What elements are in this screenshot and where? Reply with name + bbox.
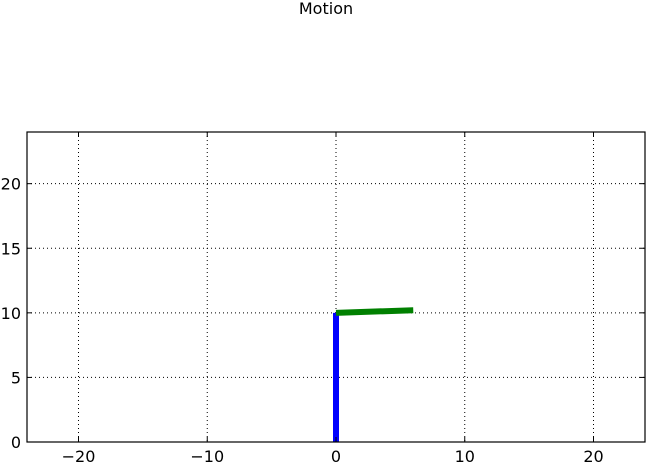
- x-tick-label-4: 20: [583, 447, 603, 466]
- y-axis-ticks: 0 5 10 15 20: [1, 175, 645, 452]
- series-line-1: [335, 307, 414, 316]
- x-tick-label-0: −20: [62, 447, 96, 466]
- y-tick-label-1: 5: [11, 368, 21, 387]
- chart-title: Motion: [299, 0, 353, 18]
- y-tick-label-4: 20: [1, 175, 21, 194]
- x-tick-label-1: −10: [190, 447, 224, 466]
- y-tick-label-3: 15: [1, 239, 21, 258]
- x-tick-label-2: 0: [331, 447, 341, 466]
- y-tick-label-2: 10: [1, 304, 21, 323]
- series-lines: [333, 307, 414, 442]
- y-tick-label-0: 0: [11, 433, 21, 452]
- x-tick-label-3: 10: [455, 447, 475, 466]
- x-axis-ticks: −20 −10 0 10 20: [62, 132, 604, 466]
